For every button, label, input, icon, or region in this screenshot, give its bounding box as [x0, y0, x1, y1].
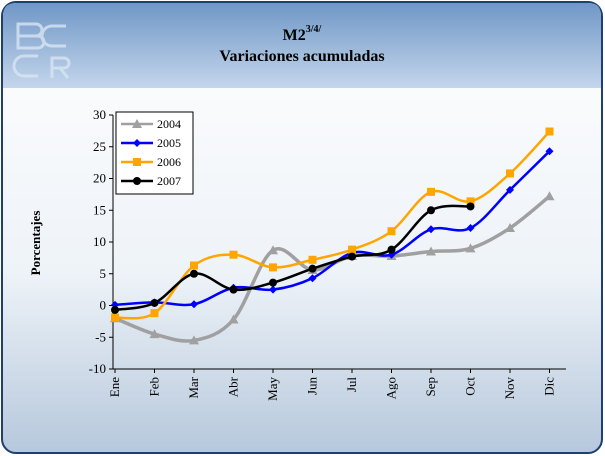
marker — [544, 191, 555, 201]
marker — [269, 263, 277, 272]
x-tick-label: Ago — [384, 377, 399, 399]
marker — [269, 285, 277, 294]
marker — [466, 202, 475, 211]
marker — [190, 300, 198, 309]
x-tick-label: Nov — [502, 377, 517, 400]
x-tick-label: Abr — [226, 376, 241, 397]
legend-label: 2006 — [157, 155, 181, 169]
x-tick-label: Jul — [344, 377, 359, 393]
marker — [150, 298, 159, 307]
marker — [505, 223, 515, 233]
marker — [133, 158, 141, 166]
title-main: M2 — [283, 27, 306, 44]
logo — [12, 22, 71, 79]
marker — [348, 245, 356, 254]
marker — [465, 243, 476, 253]
series — [111, 127, 554, 322]
title-superscript: 3/4/ — [306, 24, 322, 35]
marker — [387, 245, 396, 254]
x-tick-label: Sep — [423, 377, 438, 397]
marker — [427, 187, 435, 196]
marker — [426, 246, 436, 256]
marker — [149, 329, 160, 339]
plot-area: -10 -5 0 5 10 15 20 25 30 Ene Feb Mar Abr May Jun Jul Ag… — [89, 107, 566, 401]
marker — [150, 309, 159, 318]
marker — [229, 285, 238, 294]
y-tick-label: 25 — [93, 139, 106, 154]
y-tick-label: 5 — [100, 266, 107, 281]
marker — [190, 269, 198, 278]
y-tick-label: 10 — [93, 234, 106, 249]
legend-label: 2004 — [157, 117, 181, 131]
x-tick-label: Mar — [186, 376, 201, 398]
chart-title: M23/4/ — [283, 24, 322, 44]
marker — [269, 278, 277, 287]
marker — [132, 119, 142, 128]
marker — [348, 252, 356, 261]
x-tick-label: Ene — [107, 377, 122, 397]
x-tick-label: Jun — [305, 377, 320, 396]
marker — [387, 227, 396, 236]
y-tick-label: -10 — [89, 361, 106, 376]
marker — [308, 264, 317, 273]
marker — [133, 139, 141, 147]
marker — [268, 245, 278, 255]
chart-subtitle: Variaciones acumuladas — [219, 48, 384, 65]
marker — [506, 169, 514, 178]
header-band — [3, 3, 601, 88]
x-tick-label: Oct — [463, 377, 478, 396]
legend-label: 2007 — [157, 174, 181, 188]
marker — [427, 206, 435, 215]
y-tick-label: -5 — [95, 329, 106, 344]
y-tick-label: 0 — [100, 298, 107, 313]
marker — [308, 255, 317, 264]
y-tick-label: 20 — [93, 171, 106, 186]
marker — [111, 313, 119, 322]
marker — [545, 147, 554, 156]
y-axis-label: Porcentajes — [28, 211, 43, 276]
x-tick-label: Dic — [542, 377, 557, 396]
marker — [545, 127, 554, 136]
marker — [111, 305, 119, 314]
marker — [133, 177, 141, 185]
y-tick-label: 30 — [93, 107, 106, 122]
marker — [229, 250, 238, 259]
series-line — [114, 204, 471, 312]
y-tick-label: 15 — [93, 202, 106, 217]
marker — [190, 261, 198, 270]
marker — [427, 225, 435, 234]
x-tick-label: Feb — [147, 377, 162, 397]
marker — [228, 314, 239, 324]
marker — [189, 335, 199, 345]
marker — [308, 274, 317, 283]
series — [111, 202, 475, 314]
marker — [506, 185, 514, 194]
marker — [466, 197, 475, 206]
marker — [466, 224, 475, 233]
legend-label: 2005 — [157, 136, 181, 150]
x-tick-label: May — [265, 377, 280, 401]
